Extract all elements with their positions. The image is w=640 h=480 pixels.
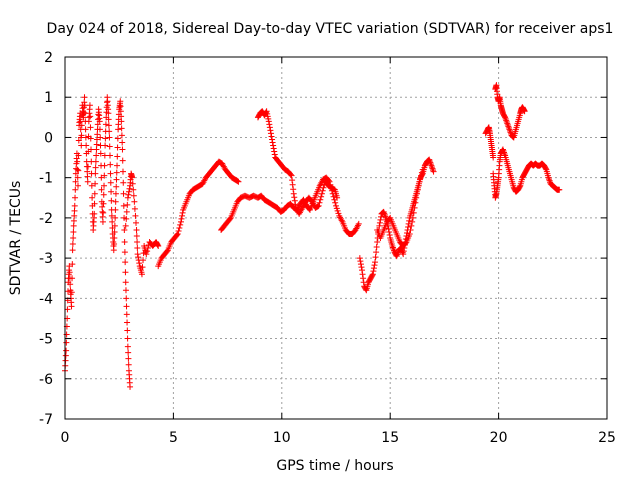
x-tick-label: 5 <box>169 430 178 446</box>
x-tick-label: 10 <box>273 430 291 446</box>
chart-title: Day 024 of 2018, Sidereal Day-to-day VTE… <box>47 21 614 37</box>
x-tick-label: 0 <box>61 430 70 446</box>
y-tick-label: -1 <box>39 171 53 187</box>
y-tick-label: -6 <box>39 372 53 388</box>
y-tick-label: -4 <box>39 291 53 307</box>
y-tick-label: -5 <box>39 332 53 348</box>
x-tick-label: 15 <box>381 430 399 446</box>
y-tick-label: -2 <box>39 211 53 227</box>
y-tick-label: -7 <box>39 412 53 428</box>
chart-background <box>0 0 640 480</box>
x-axis-label: GPS time / hours <box>276 458 393 474</box>
y-axis-label: SDTVAR / TECUs <box>8 181 24 296</box>
y-tick-label: -3 <box>39 251 53 267</box>
y-tick-label: 1 <box>44 90 53 106</box>
x-tick-label: 20 <box>490 430 508 446</box>
x-tick-label: 25 <box>598 430 616 446</box>
y-tick-label: 0 <box>44 130 53 146</box>
y-tick-label: 2 <box>44 50 53 66</box>
chart: Day 024 of 2018, Sidereal Day-to-day VTE… <box>0 0 640 480</box>
